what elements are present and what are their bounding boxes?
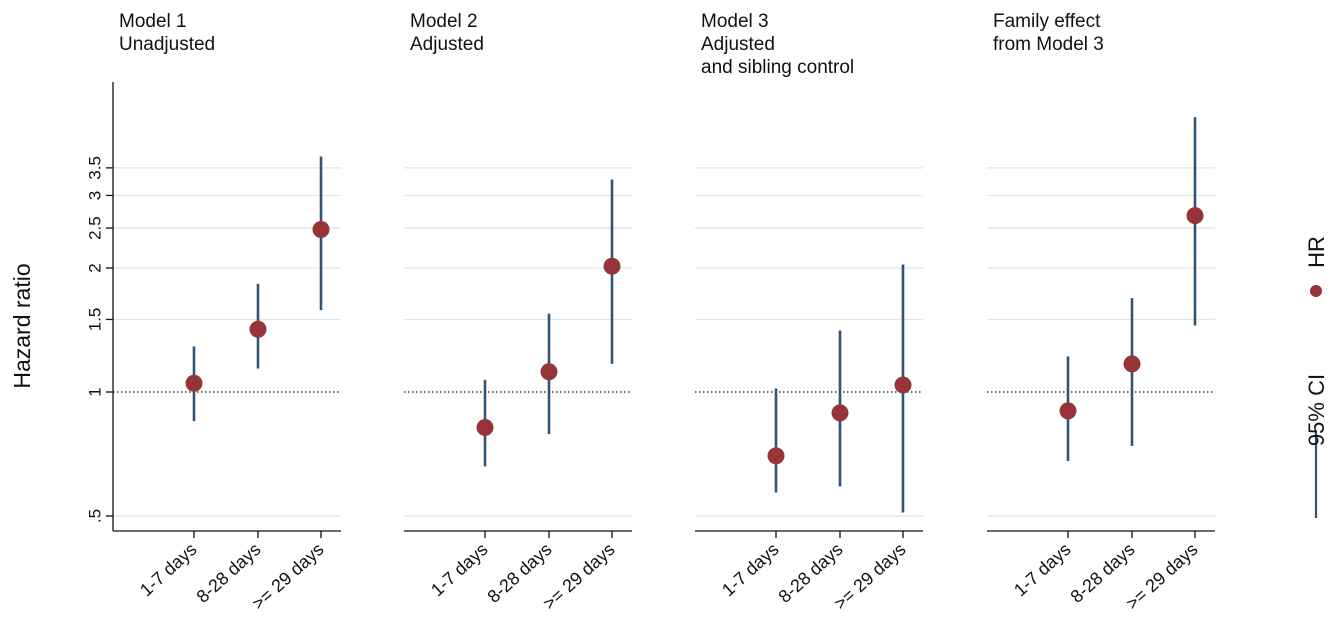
- hr-point: [1059, 402, 1077, 420]
- panel-title-line: Adjusted: [701, 34, 775, 55]
- legend: 95% CI HR: [1304, 236, 1329, 518]
- panel-title-line: Model 2: [410, 11, 478, 32]
- hr-point: [476, 419, 494, 437]
- hr-point: [540, 363, 558, 381]
- y-tick-label: 2.5: [86, 216, 105, 240]
- hr-point: [831, 404, 849, 422]
- panel-title-line: Model 1: [119, 11, 187, 32]
- hr-point: [1123, 355, 1141, 373]
- hr-point: [1186, 207, 1204, 225]
- panel-title-line: Family effect: [993, 11, 1101, 32]
- panel-title-line: from Model 3: [993, 34, 1104, 55]
- panel-title-line: and sibling control: [701, 57, 854, 78]
- legend-hr-label: HR: [1304, 236, 1329, 268]
- hr-point: [767, 447, 785, 465]
- panel-title-line: Model 3: [701, 11, 769, 32]
- y-tick-label: 3: [86, 191, 105, 200]
- legend-ci-label: 95% CI: [1304, 374, 1329, 446]
- y-tick-label: 1: [86, 387, 105, 396]
- panel-title-line: Unadjusted: [119, 34, 215, 55]
- panel-title-line: Adjusted: [410, 34, 484, 55]
- y-tick-label: .5: [86, 509, 105, 523]
- hr-point: [603, 257, 621, 275]
- y-tick-label: 3.5: [86, 156, 105, 180]
- hr-point: [185, 374, 203, 392]
- x-tick-label: 1-7 days: [136, 539, 201, 600]
- hr-point: [312, 221, 330, 239]
- legend-hr-dot: [1310, 285, 1322, 297]
- x-tick-label: 1-7 days: [718, 539, 783, 600]
- y-axis-title: Hazard ratio: [9, 263, 35, 388]
- x-tick-label: 1-7 days: [427, 539, 492, 600]
- y-axis-label: Hazard ratio: [9, 263, 35, 388]
- hr-point: [249, 320, 267, 338]
- y-tick-label: 2: [86, 263, 105, 272]
- hr-point: [894, 376, 912, 394]
- y-tick-label: 1.5: [86, 308, 105, 332]
- x-tick-label: 1-7 days: [1010, 539, 1075, 600]
